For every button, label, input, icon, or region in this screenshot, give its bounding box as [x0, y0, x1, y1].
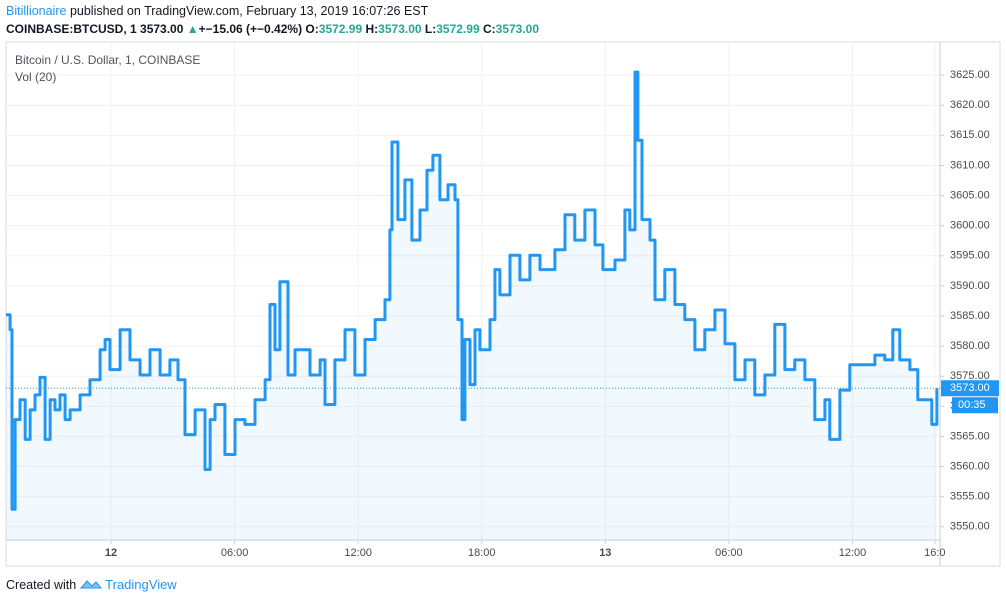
- c-label: C:: [482, 22, 496, 36]
- y-tick-label: 3625.00: [950, 69, 990, 81]
- change: +−15.06 (+−0.42%): [198, 22, 303, 36]
- x-tick-label: 06:00: [221, 547, 249, 559]
- chart-title: Bitcoin / U.S. Dollar, 1, COINBASE: [15, 53, 200, 67]
- symbol: COINBASE:BTCUSD, 1: [6, 22, 137, 36]
- price: 3573.00: [140, 22, 184, 36]
- last-price-label: 3573.00: [950, 382, 990, 394]
- brand[interactable]: TradingView: [105, 577, 177, 592]
- frame: [5, 41, 1001, 567]
- l-label: L:: [424, 22, 437, 36]
- open: 3572.99: [318, 22, 363, 36]
- price-line: [6, 70, 939, 511]
- x-tick-label: 12: [105, 547, 117, 559]
- y-tick-label: 3575.00: [950, 370, 990, 382]
- x-tick-label: 13: [599, 547, 611, 559]
- y-tick-label: 3615.00: [950, 129, 990, 141]
- y-tick-label: 3565.00: [950, 430, 990, 442]
- symbol-line: COINBASE:BTCUSD, 1 3573.00 ▲+−15.06 (+−0…: [6, 22, 539, 36]
- y-tick-label: 3605.00: [950, 189, 990, 201]
- y-tick-label: 3620.00: [950, 99, 990, 111]
- close: 3573.00: [495, 22, 540, 36]
- author[interactable]: Bitillionaire: [6, 4, 67, 18]
- logo: [79, 580, 102, 589]
- y-tick-label: 3600.00: [950, 220, 990, 232]
- y-tick-label: 3610.00: [950, 159, 990, 171]
- y-tick-label: 3555.00: [950, 491, 990, 503]
- x-tick-label: 06:00: [715, 547, 743, 559]
- publish-line: Bitillionaire published on TradingView.c…: [6, 4, 428, 18]
- x-tick-label: 18:00: [468, 547, 496, 559]
- y-tick-label: 3585.00: [950, 310, 990, 322]
- countdown-box: [952, 397, 998, 414]
- y-tick-label: 3550.00: [950, 521, 990, 533]
- y-tick-label: 3560.00: [950, 460, 990, 472]
- footer: Created with TradingView: [6, 577, 177, 592]
- x-tick-label: 12:00: [344, 547, 372, 559]
- o-label: O:: [305, 22, 319, 36]
- y-tick-label: 3595.00: [950, 250, 990, 262]
- y-tick-label: 3590.00: [950, 280, 990, 292]
- x-tick-label: 12:00: [839, 547, 867, 559]
- last-price-box: [941, 380, 999, 397]
- x-tick-label: 16:0: [924, 547, 945, 559]
- countdown: 00:35: [958, 399, 986, 411]
- created-with: Created with: [6, 578, 77, 592]
- area: [6, 72, 937, 540]
- low: 3572.99: [436, 22, 480, 36]
- chart: 3550.003555.003560.003565.003570.003575.…: [5, 41, 1001, 567]
- published: published on TradingView.com, February 1…: [69, 4, 429, 18]
- high: 3573.00: [378, 22, 422, 36]
- chart-subtitle: Vol (20): [15, 70, 56, 84]
- y-tick-label: 3580.00: [950, 340, 990, 352]
- arrow: ▲: [186, 22, 199, 36]
- h-label: H:: [365, 22, 379, 36]
